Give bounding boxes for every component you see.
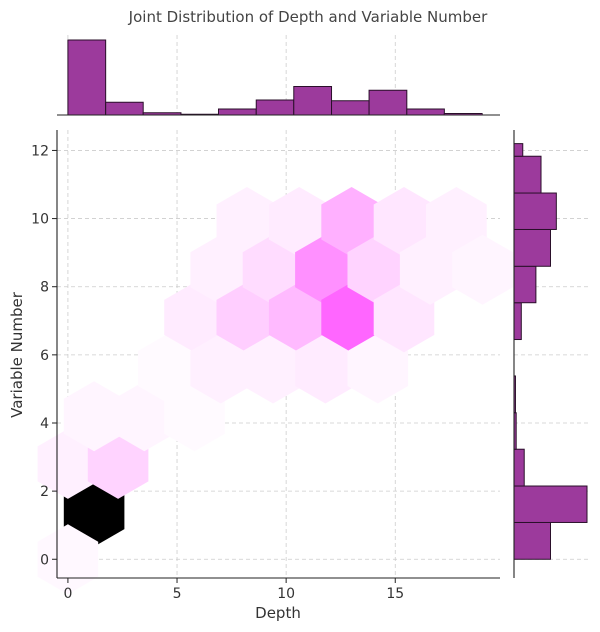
x-marginal-bar	[368, 89, 408, 116]
y-tick-label: 6	[40, 348, 49, 364]
y-marginal-bar	[513, 143, 524, 157]
hexbin-cell	[268, 282, 330, 353]
hexbin-cell	[216, 187, 278, 257]
hexbin-cell	[347, 333, 409, 404]
y-tick-label: 0	[40, 552, 49, 568]
hexbin-cell	[268, 187, 330, 257]
hexbin-cell	[347, 234, 409, 305]
x-axis-label: Depth	[255, 604, 301, 622]
y-marginal-bar	[513, 485, 588, 523]
y-marginal-bar	[513, 521, 551, 560]
y-tick-label: 2	[40, 484, 49, 500]
hexbin-cell	[321, 282, 382, 353]
hexbin-layer	[37, 187, 513, 595]
axes: 0 5 10 15 0 2 4 6 8 10 12	[31, 130, 500, 602]
y-tick-label: 10	[31, 212, 49, 228]
hexbin-cell	[87, 428, 149, 499]
hexbin-cell	[190, 333, 251, 404]
y-tick-label: 8	[40, 280, 49, 296]
hexbin-cell	[452, 234, 513, 305]
hexbin-cell	[373, 282, 435, 353]
x-tick-label: 15	[386, 586, 404, 602]
x-marginal-bar	[293, 86, 333, 116]
hexbin-cell	[295, 234, 356, 305]
hexbin-cell	[295, 333, 356, 404]
hexbin-cell	[63, 381, 125, 452]
hexbin-cell	[164, 381, 225, 452]
hexbin-cell	[190, 234, 251, 305]
hexbin-cell	[242, 333, 304, 404]
x-marginal-histogram	[57, 35, 500, 116]
y-marginal-bar	[513, 155, 542, 194]
chart-title: Joint Distribution of Depth and Variable…	[128, 8, 488, 26]
hexbin-plot-area	[37, 130, 513, 595]
hexbin-cell	[321, 187, 382, 257]
x-tick-label: 0	[63, 586, 72, 602]
x-marginal-bar	[105, 101, 144, 116]
y-marginal-bar	[513, 302, 522, 341]
y-marginal-bar	[513, 448, 525, 487]
hexbin-cell	[138, 333, 199, 404]
hexbin-cell	[242, 234, 304, 305]
hexbin-cell	[426, 187, 487, 257]
hexbin-cell	[164, 282, 225, 353]
y-marginal-bar	[513, 228, 551, 267]
hexbin-cell	[373, 187, 435, 257]
x-marginal-bar	[255, 99, 295, 116]
hexbin-cell	[63, 476, 125, 547]
x-marginal-bar	[67, 39, 107, 116]
y-tick-label: 12	[31, 143, 49, 159]
hexbin-cell	[216, 282, 278, 353]
hexbin-cell	[37, 524, 99, 595]
y-tick-label: 4	[40, 416, 49, 432]
x-marginal-bar	[406, 108, 445, 116]
x-tick-label: 5	[173, 586, 182, 602]
hexbin-cell	[37, 428, 99, 499]
x-marginal-bar	[331, 100, 370, 116]
y-marginal-bar	[513, 192, 557, 230]
y-axis-label: Variable Number	[8, 291, 26, 418]
x-tick-label: 10	[277, 586, 295, 602]
hexbin-cell	[399, 234, 461, 305]
y-marginal-bar	[513, 265, 537, 304]
x-marginal-bar	[217, 108, 257, 116]
y-marginal-histogram	[513, 130, 590, 578]
hexbin-cell	[114, 381, 175, 452]
